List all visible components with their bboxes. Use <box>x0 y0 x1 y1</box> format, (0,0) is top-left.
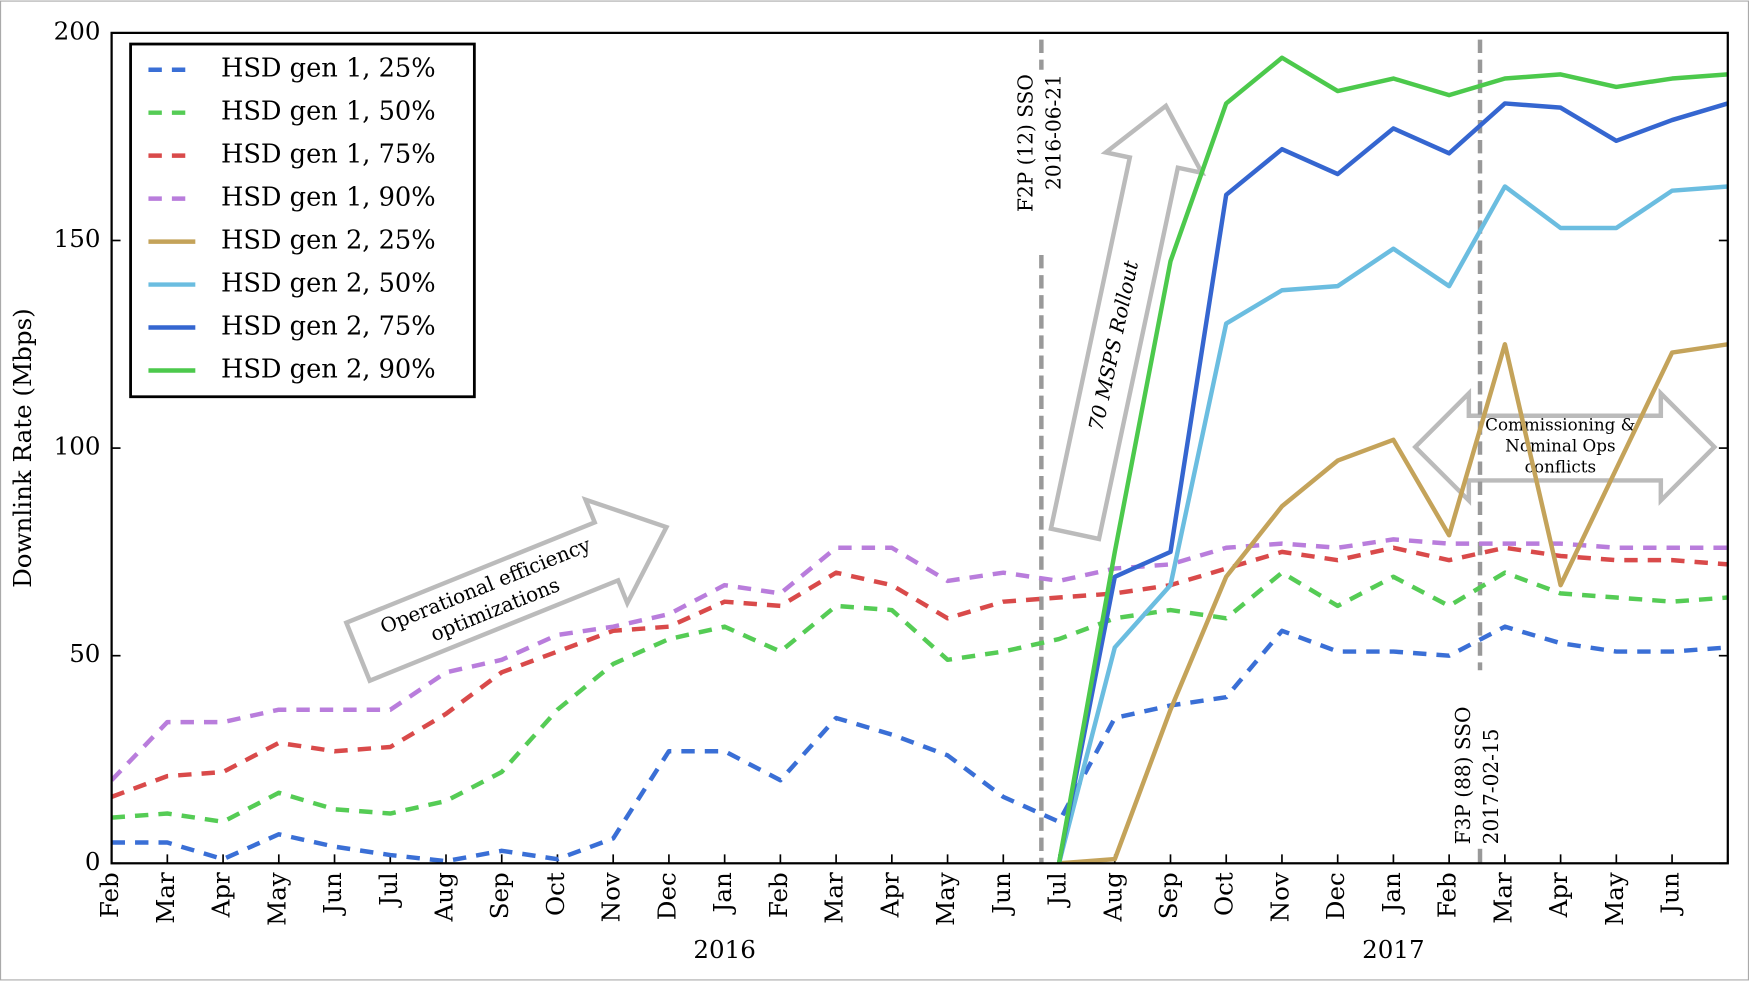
series-line <box>1056 101 1728 864</box>
year-label: 2017 <box>1362 935 1424 964</box>
legend-label: HSD gen 1, 75% <box>221 140 436 170</box>
y-tick-label: 200 <box>54 16 101 45</box>
y-tick-label: 0 <box>85 847 101 876</box>
annotation-text: conflicts <box>1525 457 1596 477</box>
x-tick-label: Apr <box>875 872 904 918</box>
y-tick-label: 100 <box>54 432 101 461</box>
x-tick-label: Nov <box>1265 872 1294 922</box>
x-tick-label: Mar <box>1488 872 1517 924</box>
x-tick-label: Apr <box>207 872 236 918</box>
event-label: 2016-06-21 <box>1041 74 1065 190</box>
legend-label: HSD gen 2, 90% <box>221 355 436 385</box>
series-line <box>1056 55 1728 864</box>
legend-label: HSD gen 1, 25% <box>221 54 436 84</box>
series-line <box>111 545 1728 799</box>
x-tick-label: Aug <box>429 872 458 922</box>
x-tick-label: Apr <box>1544 872 1573 918</box>
x-tick-label: Feb <box>764 872 793 918</box>
x-tick-label: Jun <box>987 872 1016 917</box>
x-tick-label: Oct <box>541 872 570 916</box>
series-line <box>1058 342 1728 864</box>
x-tick-label: Jun <box>1656 872 1685 917</box>
x-tick-label: Nov <box>597 872 626 922</box>
legend-label: HSD gen 1, 90% <box>221 183 436 213</box>
x-tick-label: Mar <box>820 872 849 924</box>
annotation-text: Nominal Ops <box>1505 435 1615 455</box>
x-tick-label: May <box>931 872 960 926</box>
legend-box <box>129 42 476 399</box>
x-tick-label: May <box>262 872 291 926</box>
x-tick-label: Jan <box>708 872 737 915</box>
arrow-shape <box>343 495 670 684</box>
x-tick-label: Oct <box>1210 872 1239 916</box>
x-tick-label: May <box>1600 872 1629 926</box>
legend-label: HSD gen 1, 50% <box>221 97 436 127</box>
series-line <box>111 570 1728 825</box>
series-line <box>1056 184 1728 864</box>
x-tick-label: Feb <box>95 872 124 918</box>
arrow-rollout: 70 MSPS Rollout <box>1048 102 1207 542</box>
x-tick-label: Dec <box>652 872 681 920</box>
event-label: F2P (12) SSO <box>1013 74 1037 212</box>
x-tick-label: Jul <box>374 872 403 909</box>
y-tick-label: 50 <box>69 639 100 668</box>
x-tick-label: Jun <box>318 872 347 917</box>
event-label: F3P (88) SSO <box>1451 707 1475 845</box>
arrow-shape <box>1048 102 1207 542</box>
event-label: 2017-02-15 <box>1479 729 1503 845</box>
x-tick-label: Mar <box>151 872 180 924</box>
x-tick-label: Jan <box>1377 872 1406 915</box>
annotation-text: Commissioning & <box>1485 414 1636 434</box>
x-tick-label: Feb <box>1433 872 1462 918</box>
legend-label: HSD gen 2, 75% <box>221 312 436 342</box>
x-tick-label: Jul <box>1043 872 1072 909</box>
plot-frame <box>110 31 1729 865</box>
x-tick-label: Dec <box>1321 872 1350 920</box>
year-label: 2016 <box>693 935 755 964</box>
legend-label: HSD gen 2, 25% <box>221 226 436 256</box>
legend-label: HSD gen 2, 50% <box>221 269 436 299</box>
series-line <box>111 537 1728 782</box>
y-tick-label: 150 <box>54 224 101 253</box>
x-tick-label: Aug <box>1098 872 1127 922</box>
y-axis-label: Downlink Rate (Mbps) <box>8 308 37 588</box>
x-tick-label: Sep <box>1154 872 1183 919</box>
x-tick-label: Sep <box>485 872 514 919</box>
